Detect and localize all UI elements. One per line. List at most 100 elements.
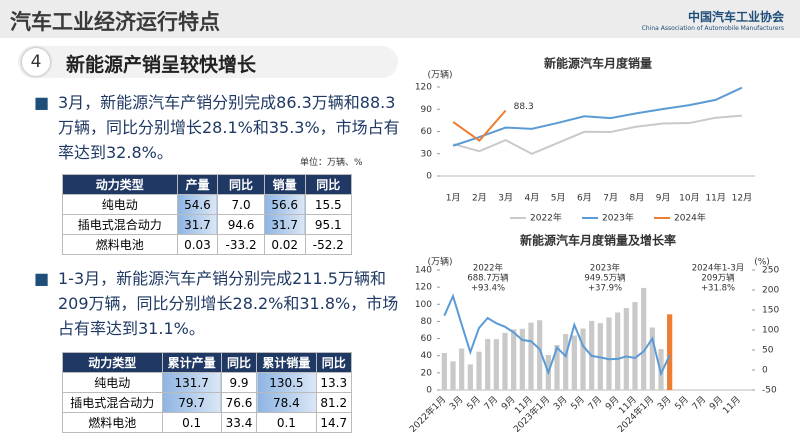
y-tick-label: 120 [415, 83, 432, 93]
bar [441, 353, 447, 390]
chart-title: 新能源汽车月度销量 [544, 56, 652, 71]
section-number: 4 [22, 48, 50, 76]
bar [632, 302, 638, 390]
annotation: +37.9% [588, 284, 622, 294]
bar [511, 329, 517, 390]
bar [649, 327, 655, 390]
cell: 0.1 [256, 412, 317, 433]
annotation: +31.8% [701, 284, 735, 294]
cell: 0.1 [161, 412, 222, 433]
bar [667, 314, 673, 390]
cell: 纯电动 [62, 194, 178, 215]
y2-label: (%) [754, 258, 770, 268]
y-tick-label: 60 [421, 334, 433, 344]
line [452, 109, 507, 142]
y-tick-label: 30 [421, 149, 433, 159]
y-tick-label: 140 [415, 266, 432, 276]
header-cell: 产量 [176, 174, 219, 195]
legend-label: 2024年 [674, 212, 706, 224]
y-tick-label: 40 [421, 351, 433, 361]
bar [554, 345, 560, 390]
bar [580, 328, 586, 390]
bar [641, 287, 647, 390]
y-label: (万辆) [427, 256, 452, 268]
y-label: (万辆) [427, 69, 452, 81]
cell: 56.6 [263, 194, 306, 215]
x-tick-label: 7月 [603, 193, 618, 204]
y-tick-label: 80 [421, 317, 433, 327]
x-tick-label: 5月 [569, 394, 587, 412]
bar [476, 351, 482, 390]
header-cell: 销量 [263, 174, 306, 195]
cell: -52.2 [304, 234, 353, 255]
bar [450, 361, 456, 390]
y-tick-label: 20 [421, 368, 433, 378]
annotation: 88.3 [514, 102, 534, 112]
chart-title: 新能源汽车月度销量及增长率 [520, 233, 676, 248]
header-cell: 同比 [304, 174, 353, 195]
bar [493, 339, 499, 390]
logo-en: China Association of Automobile Manufact… [641, 25, 784, 32]
annotation: 688.7万辆 [467, 273, 509, 284]
row: 燃料电池 0.03 -33.2 0.02 -52.2 [62, 234, 353, 255]
x-tick-label: 4月 [525, 193, 540, 204]
bar [571, 335, 577, 390]
y2-tick-label: 200 [762, 286, 779, 296]
y2-tick-label: 50 [762, 346, 774, 356]
bar [528, 322, 534, 390]
x-tick-label: 2022年1月 [407, 393, 448, 434]
x-tick-label: 3月 [498, 193, 513, 204]
cell: 78.4 [256, 392, 317, 413]
legend-label: 2023年 [602, 212, 634, 224]
header: 汽车工业经济运行特点 中国汽车工业协会 China Association of … [0, 0, 800, 38]
y-tick-label: 120 [415, 283, 432, 293]
table: 动力类型 累计产量 同比 累计销量 同比 纯电动 131.7 9.9 130.5 13.3 插电式混… [62, 352, 352, 433]
x-tick-label: 3月 [655, 394, 673, 412]
bullet: 1-3月，新能源汽车产销分别完成211.5万辆和209万辆，同比分别增长28.2… [34, 266, 403, 341]
table: 动力类型 产量 同比 销量 同比 纯电动 54.6 7.0 56.6 15.5 插电式混合动力 31.… [62, 174, 353, 255]
bullet: 3月，新能源汽车产销分别完成86.3万辆和88.3 万辆，同比分别增长28.1%… [34, 90, 403, 165]
cell: 31.7 [263, 214, 306, 235]
line [452, 86, 743, 147]
x-tick-label: 5月 [465, 394, 483, 412]
x-tick-label: 1月 [446, 193, 461, 204]
x-tick-label: 5月 [551, 193, 566, 204]
x-tick-label: 5月 [673, 394, 691, 412]
y-tick-label: 0 [426, 172, 432, 182]
annotation: 2024年1-3月 [692, 263, 745, 274]
section-title: 4 新能源产销呈较快增长 [18, 46, 398, 78]
bar [519, 328, 525, 390]
y2-tick-label: 250 [762, 266, 779, 276]
bar [606, 317, 612, 390]
x-tick-label: 11月 [705, 193, 725, 204]
cell: 131.7 [161, 372, 222, 393]
line [452, 114, 742, 155]
x-tick-label: 7月 [690, 394, 708, 412]
section-text: 新能源产销呈较快增长 [66, 54, 257, 76]
row: 插电式混合动力 31.7 94.6 31.7 95.1 [62, 214, 353, 235]
bar [485, 338, 491, 390]
x-tick-label: 7月 [586, 394, 604, 412]
annotation: 949.5万辆 [584, 273, 626, 284]
y2-tick-label: 100 [762, 326, 779, 336]
bar [459, 348, 465, 390]
header-cell: 同比 [315, 352, 352, 373]
y2-tick-label: 0 [762, 366, 768, 376]
header-row: 动力类型 产量 同比 销量 同比 [62, 174, 353, 195]
y2-tick-label: 150 [762, 306, 779, 316]
cell: 9.9 [220, 372, 258, 393]
cell: 79.7 [161, 392, 222, 413]
x-tick-label: 9月 [656, 193, 671, 204]
x-tick-label: 3月 [447, 394, 465, 412]
cell: 33.4 [220, 412, 258, 433]
x-tick-label: 6月 [577, 193, 592, 204]
row: 燃料电池 0.1 33.4 0.1 14.7 [62, 412, 352, 433]
logo-text: 中国汽车工业协会 [687, 10, 784, 24]
bar [615, 312, 621, 390]
bar [502, 332, 508, 390]
annotation: +93.4% [471, 284, 505, 294]
x-tick-label: 12月 [732, 193, 752, 204]
x-tick-label: 3月 [551, 394, 569, 412]
